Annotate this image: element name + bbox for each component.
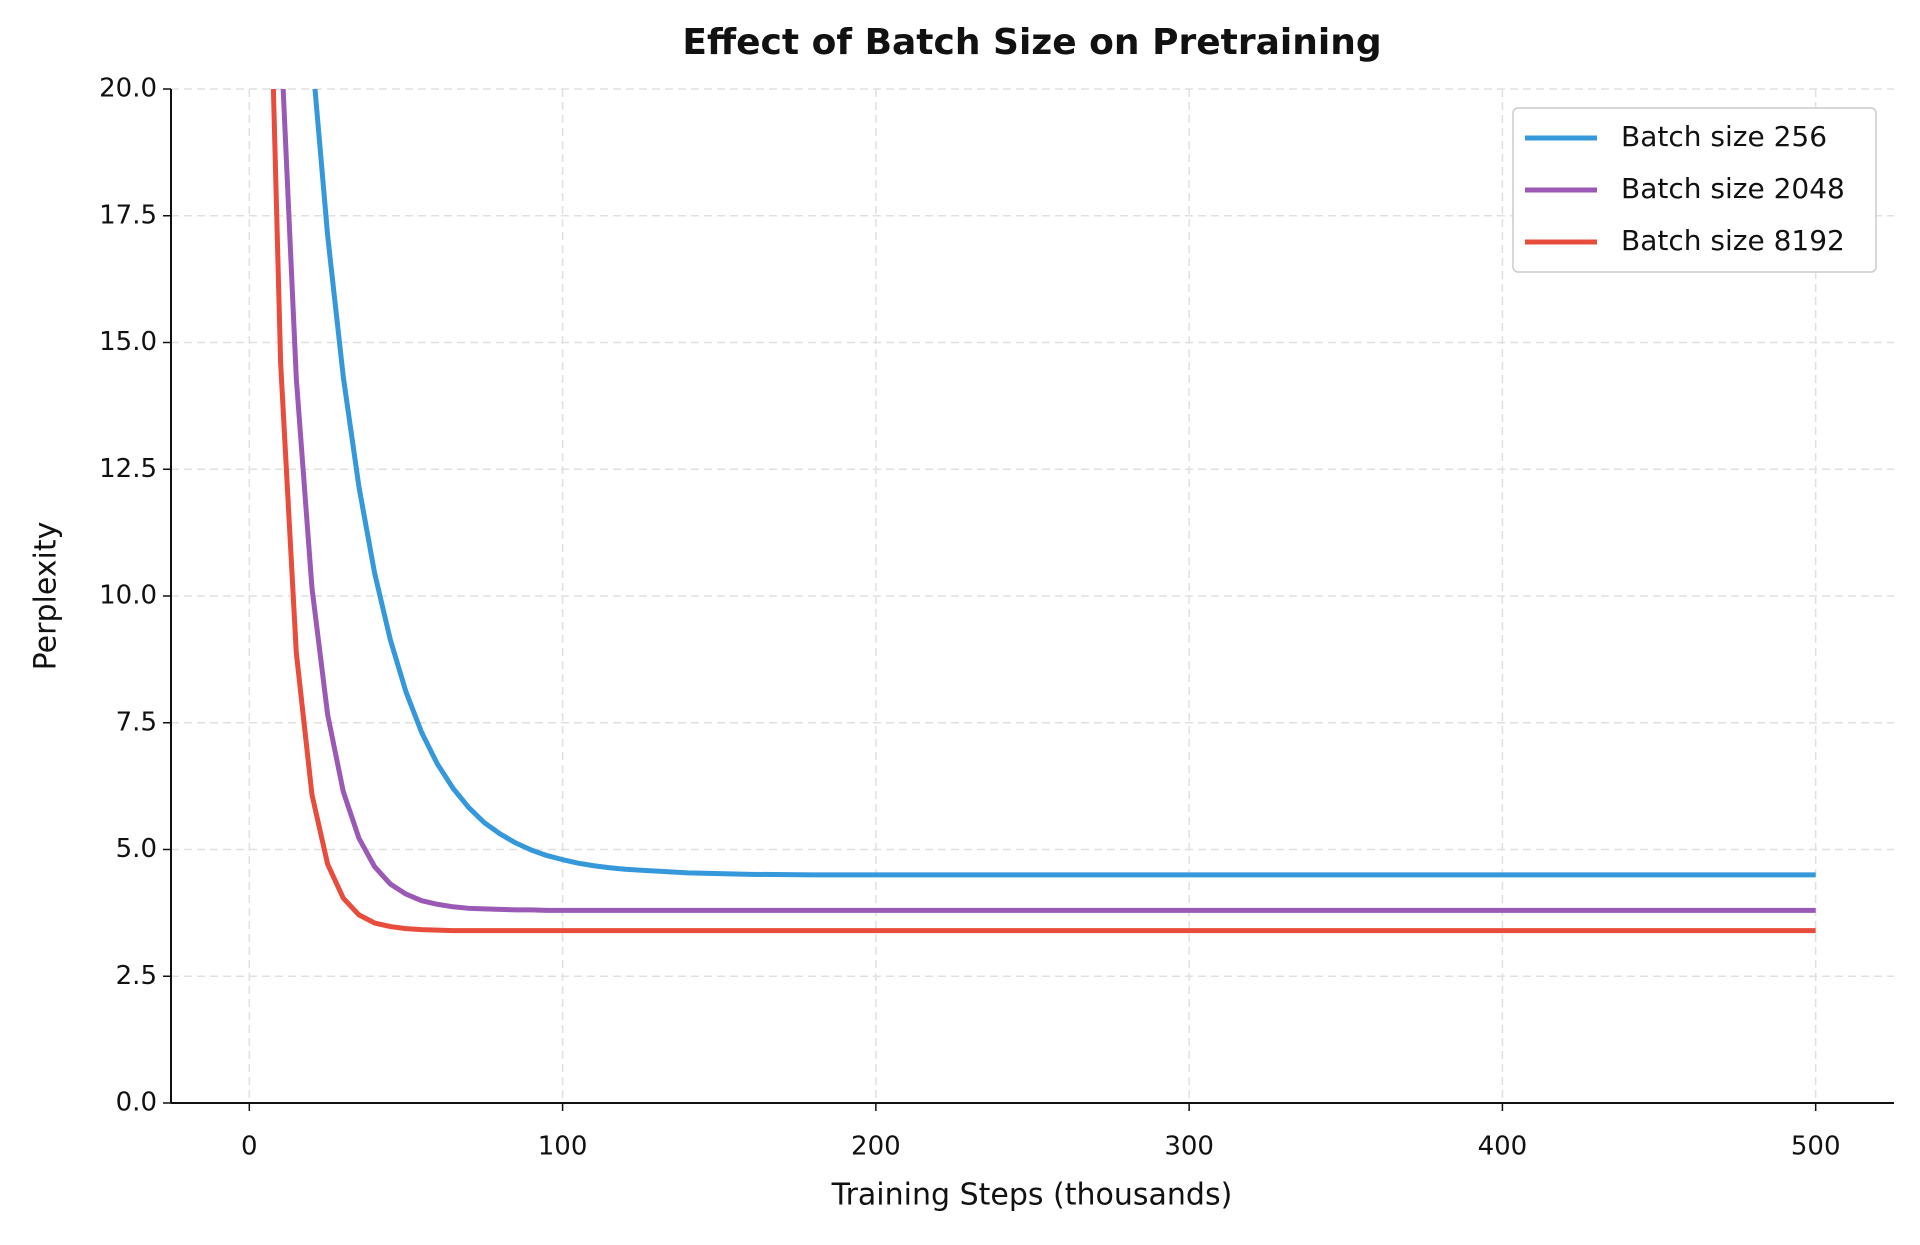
- y-tick-label: 20.0: [99, 74, 157, 104]
- plot-area: [270, 89, 1816, 934]
- y-tick-label: 12.5: [99, 454, 157, 484]
- y-tick-label: 15.0: [99, 327, 157, 357]
- y-tick-label: 10.0: [99, 581, 157, 611]
- y-tick-label: 5.0: [116, 834, 157, 864]
- x-tick-label: 0: [241, 1132, 258, 1162]
- x-tick-label: 400: [1478, 1132, 1528, 1162]
- legend-label: Batch size 2048: [1621, 172, 1845, 205]
- x-tick-label: 300: [1164, 1132, 1214, 1162]
- y-axis-label: Perplexity: [29, 522, 64, 671]
- legend-box: [1512, 107, 1877, 273]
- line-series: [280, 89, 1816, 913]
- legend-label: Batch size 256: [1621, 120, 1827, 153]
- x-tick-label: 100: [538, 1132, 588, 1162]
- legend-label: Batch size 8192: [1621, 224, 1845, 257]
- y-tick-label: 7.5: [116, 707, 157, 737]
- line-series: [270, 89, 1816, 934]
- y-tick-label: 0.0: [116, 1088, 157, 1118]
- y-tick-label: 2.5: [116, 961, 157, 991]
- x-tick-label: 500: [1791, 1132, 1841, 1162]
- line-series: [312, 89, 1816, 878]
- x-tick-label: 200: [851, 1132, 901, 1162]
- chart-title: Effect of Batch Size on Pretraining: [682, 22, 1381, 63]
- x-axis-label: Training Steps (thousands): [831, 1178, 1233, 1213]
- y-tick-label: 17.5: [99, 200, 157, 230]
